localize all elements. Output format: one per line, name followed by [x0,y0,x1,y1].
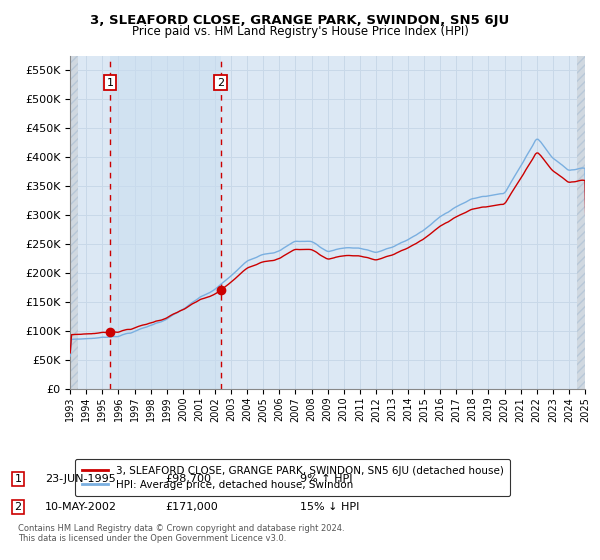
Text: Price paid vs. HM Land Registry's House Price Index (HPI): Price paid vs. HM Land Registry's House … [131,25,469,38]
Text: £171,000: £171,000 [165,502,218,512]
Text: £98,700: £98,700 [165,474,211,484]
Text: 3, SLEAFORD CLOSE, GRANGE PARK, SWINDON, SN5 6JU: 3, SLEAFORD CLOSE, GRANGE PARK, SWINDON,… [91,14,509,27]
Legend: 3, SLEAFORD CLOSE, GRANGE PARK, SWINDON, SN5 6JU (detached house), HPI: Average : 3, SLEAFORD CLOSE, GRANGE PARK, SWINDON,… [76,459,510,496]
Text: 10-MAY-2002: 10-MAY-2002 [45,502,117,512]
Bar [110,56,221,389]
Text: 1: 1 [14,474,22,484]
Text: 9% ↑ HPI: 9% ↑ HPI [300,474,353,484]
Text: 1: 1 [106,78,113,88]
Text: Contains HM Land Registry data © Crown copyright and database right 2024.
This d: Contains HM Land Registry data © Crown c… [18,524,344,543]
Text: 2: 2 [217,78,224,88]
Text: 2: 2 [14,502,22,512]
Text: 15% ↓ HPI: 15% ↓ HPI [300,502,359,512]
Bar [70,56,78,389]
Bar [577,56,585,389]
Text: 23-JUN-1995: 23-JUN-1995 [45,474,116,484]
